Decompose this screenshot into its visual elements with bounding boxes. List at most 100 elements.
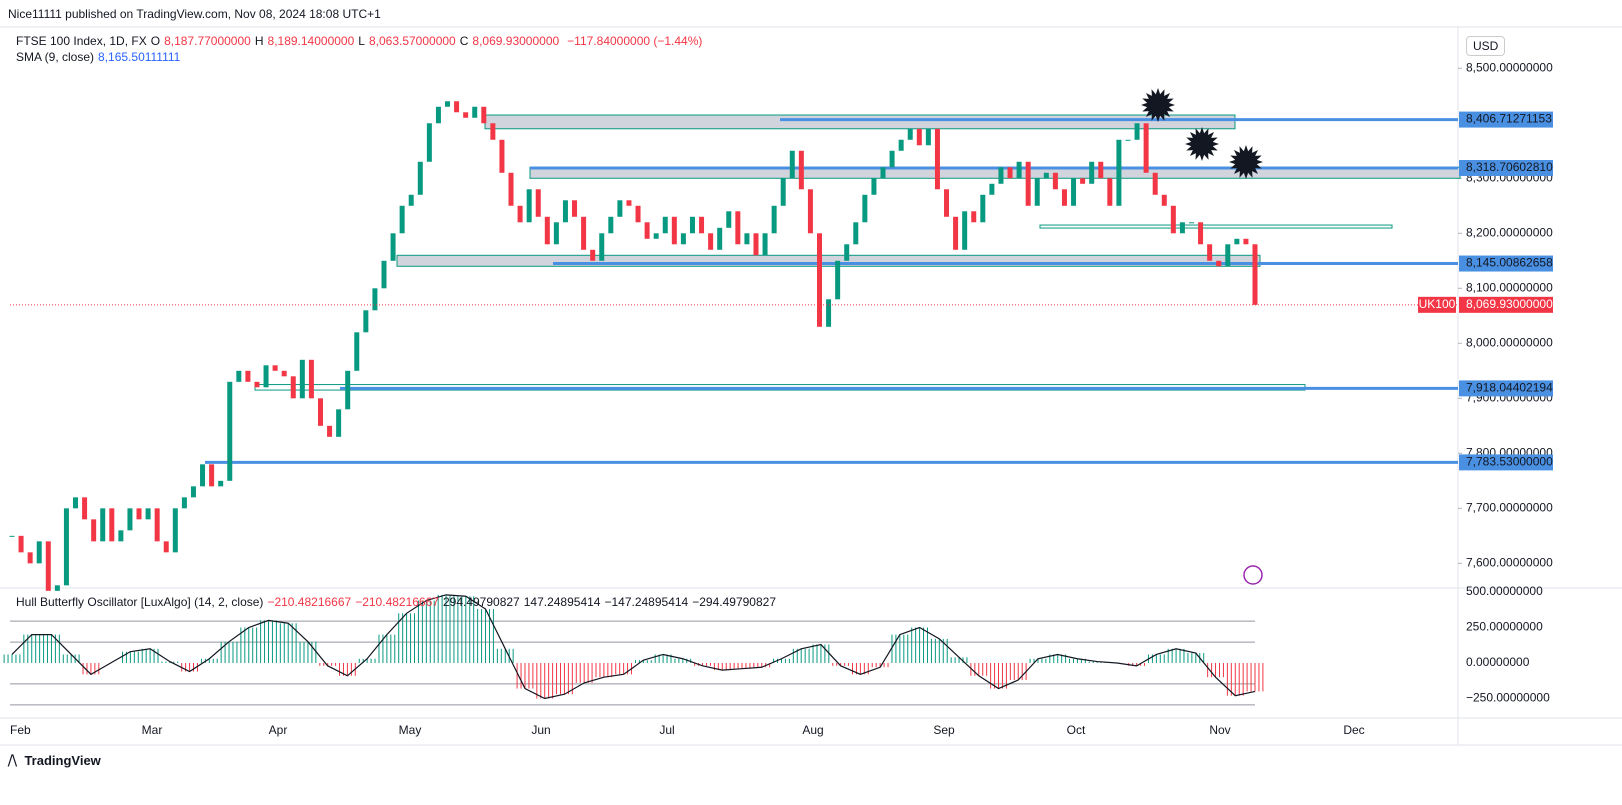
candle [753,233,759,256]
candle [181,497,187,509]
candle [608,216,614,234]
candle [1170,205,1176,234]
y-tick-label: 8,100.00000000 [1466,280,1553,294]
zone [1039,224,1393,229]
candle [73,497,79,509]
candle [91,519,97,542]
candle [944,189,950,217]
candle [798,150,804,190]
candle [644,222,650,239]
x-tick-label: Dec [1343,723,1364,737]
star-icon [1229,145,1263,179]
x-tick-label: Aug [802,723,823,737]
candle [1080,178,1086,184]
y-tick-label: 7,700.00000000 [1466,501,1553,515]
candle [635,205,641,223]
candle [1071,178,1077,206]
candle [925,128,931,146]
y-tick-label: 0.00000000 [1466,655,1530,669]
candle [653,233,659,239]
candle [853,222,859,245]
candle [435,106,441,124]
candle [1225,244,1231,267]
candle [254,381,260,388]
zone [484,114,1236,130]
zone [396,254,1261,267]
candle [145,508,151,520]
candle [807,189,813,234]
publisher: Nice11111 published on TradingView.com, … [8,7,381,21]
y-tick-label: 8,000.00000000 [1466,335,1553,349]
alert-icon[interactable] [1243,565,1263,585]
candle [245,370,251,382]
candle [499,139,505,173]
candle [835,260,841,300]
footer-text: TradingView [24,753,101,768]
candle [1252,244,1258,305]
x-tick-label: Feb [10,723,31,737]
y-tick-label: 8,300.00000000 [1466,170,1553,184]
candle [227,381,233,481]
ohlc-value: 8,187.77000000 [164,34,251,48]
y-tick-label: 8,500.00000000 [1466,60,1553,74]
candle [82,497,88,520]
ohlc-key: O [150,34,161,48]
candle [18,535,24,553]
candle [290,376,296,399]
candle [36,541,42,564]
candle [136,508,142,520]
ohlc-value: 8,069.93000000 [472,34,560,48]
candle [717,227,723,250]
sma-value: 8,165.50111111 [98,50,181,64]
currency[interactable]: USD [1466,36,1506,56]
candle [1161,194,1167,206]
osc-title: Hull Butterfly Oscillator [LuxAlgo] (14,… [16,595,264,609]
candle [526,189,532,223]
candle [109,508,115,542]
ohlc-value: 8,063.57000000 [368,34,456,48]
candle [1107,178,1113,206]
candle [417,161,423,195]
candle [1034,178,1040,206]
candle [363,310,369,333]
level-box [1459,159,1553,176]
candle [272,365,278,371]
level-label: 7,783.53000000 [1466,455,1553,469]
x-tick-label: Jul [659,723,674,737]
y-tick-label: 7,800.00000000 [1466,445,1553,459]
candle [336,409,342,437]
candle [735,211,741,245]
candle [426,123,432,162]
candle [880,167,886,179]
candle [481,106,487,124]
candle [816,233,822,327]
tag-box [1418,296,1456,313]
y-tick-label: 8,200.00000000 [1466,225,1553,239]
candle [934,128,940,190]
candle [1179,222,1185,234]
candle [163,541,169,553]
candle [1234,238,1240,245]
level-label: 8,406.71271153 [1466,112,1552,126]
symbol: FTSE 100 Index, 1D, FX [16,34,147,48]
candle [9,535,15,537]
candle [889,150,895,168]
candle [190,486,196,498]
y-tick-label: 250.00000000 [1466,620,1543,634]
sma-legend: SMA (9, close) 8,165.50111111 [16,50,184,64]
candle [1016,161,1022,179]
candle [1152,172,1158,195]
osc-value: 294.49790827 [442,595,520,609]
candle [971,211,977,223]
candle [209,464,215,487]
candle [1007,167,1013,179]
candle [898,139,904,151]
candle [862,194,868,223]
candle [871,178,877,195]
osc-value: −147.24895414 [604,595,689,609]
candle [327,425,333,437]
candle [844,244,850,261]
osc-legend: Hull Butterfly Oscillator [LuxAlgo] (14,… [16,595,780,609]
sma-label: SMA (9, close) [16,50,95,64]
